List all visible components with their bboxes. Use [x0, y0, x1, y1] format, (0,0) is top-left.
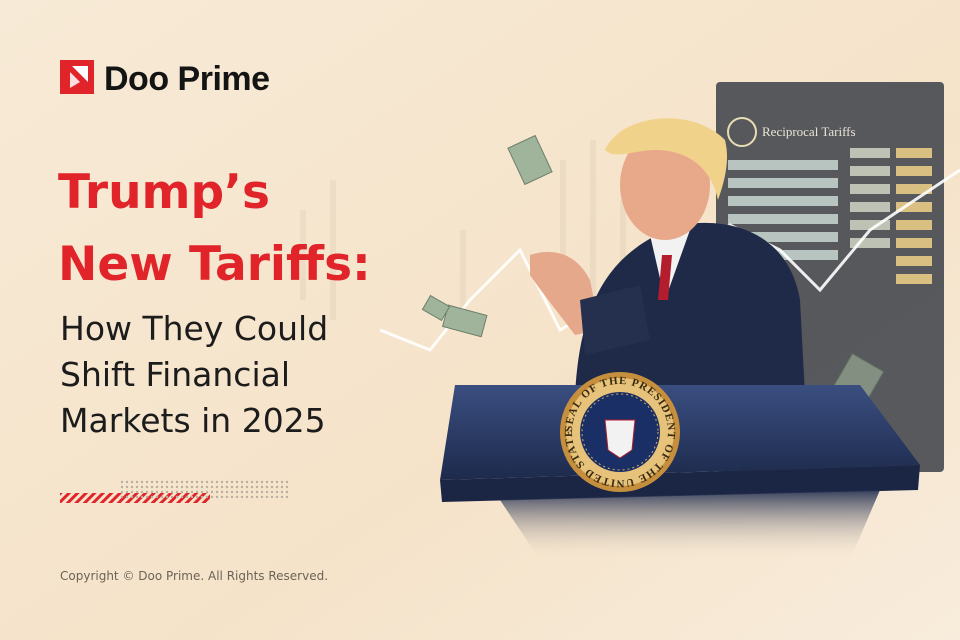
dots — [120, 480, 290, 498]
speaker — [530, 118, 805, 395]
subheadline-line: Markets in 2025 — [60, 401, 326, 440]
bg-bars — [300, 140, 626, 320]
brand-name: Doo Prime — [104, 60, 270, 98]
subheadline-line: How They Could — [60, 309, 328, 348]
copyright: Copyright © Doo Prime. All Rights Reserv… — [60, 569, 328, 583]
headline-line: Trump’s — [58, 165, 270, 220]
money — [421, 134, 885, 408]
subheadline-line: Shift Financial — [60, 355, 290, 394]
headline-line: New Tariffs: — [58, 237, 371, 292]
logo: Doo Prime — [60, 60, 270, 98]
board-title: Reciprocal Tariffs — [762, 124, 856, 139]
